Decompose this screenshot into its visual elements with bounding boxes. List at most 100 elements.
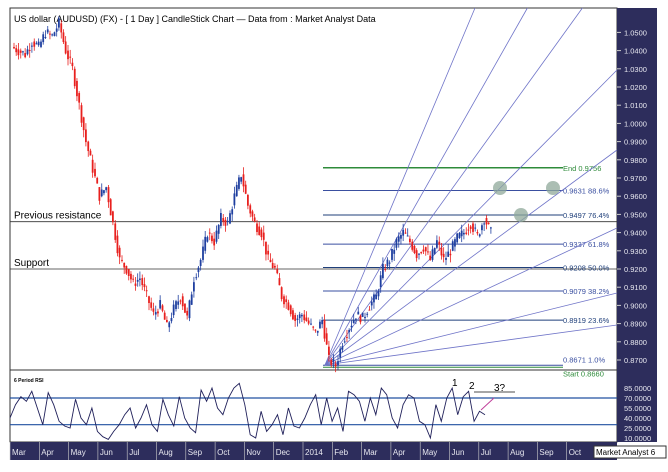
candle-body [220, 212, 222, 226]
candle-body [438, 241, 441, 245]
candle-body [458, 232, 461, 239]
candle-body [89, 150, 92, 156]
candle-body [35, 43, 38, 45]
candle-body [274, 265, 276, 268]
candle-body [64, 41, 67, 54]
candle-body [231, 209, 234, 215]
candle-body [325, 333, 328, 345]
price-tick-label: 1.0200 [624, 83, 647, 92]
candle-body [442, 253, 445, 258]
candle-body [132, 278, 135, 280]
candle-body [244, 184, 247, 194]
time-tick-label: Oct [569, 448, 582, 457]
candle-body [152, 308, 155, 312]
candle-body [31, 45, 33, 47]
candle-body [487, 222, 490, 224]
candle-body [481, 225, 483, 231]
candle-body [298, 314, 301, 319]
candle-body [233, 193, 236, 206]
candle-body [24, 53, 27, 58]
candle-body [382, 263, 384, 279]
candle-body [69, 56, 72, 58]
candle-body [483, 223, 486, 225]
rsi-line [9, 382, 486, 440]
candle-body [175, 301, 177, 310]
time-tick-label: Sep [539, 448, 554, 457]
candle-body [58, 18, 60, 28]
fan-line [324, 7, 476, 366]
candle-body [460, 230, 463, 237]
candle-body [55, 28, 58, 32]
time-tick-label: Aug [510, 448, 524, 457]
candle-body [148, 296, 150, 304]
candle-body [348, 329, 351, 333]
candle-body [328, 346, 330, 355]
candle-body [141, 278, 144, 286]
time-tick-label: Oct [217, 448, 230, 457]
candle-body [321, 319, 324, 325]
candle-body [105, 187, 108, 191]
candle-body [159, 300, 162, 309]
candle-body [112, 211, 114, 223]
candle-body [67, 50, 69, 60]
candle-body [53, 32, 56, 37]
time-tick-label: Dec [276, 448, 290, 457]
candle-body [424, 247, 427, 252]
candle-body [199, 259, 202, 266]
candle-body [411, 241, 414, 250]
candle-body [330, 360, 333, 365]
fan-line [324, 324, 618, 366]
candle-body [332, 359, 335, 362]
time-tick-label: Sep [188, 448, 203, 457]
rsi-tick-label: 85.0000 [624, 384, 651, 393]
candle-body [195, 277, 198, 279]
rsi-annotation-1: 1 [452, 378, 458, 389]
candle-body [260, 229, 263, 238]
intersection-circle [546, 181, 560, 195]
candle-body [40, 41, 42, 47]
candle-body [60, 23, 63, 33]
candle-body [211, 235, 213, 242]
price-tick-label: 1.0300 [624, 65, 647, 74]
candle-body [249, 205, 252, 214]
candle-body [436, 240, 438, 248]
candle-body [314, 329, 317, 331]
candle-body [251, 211, 254, 217]
candle-body [163, 312, 166, 320]
candle-body [316, 330, 319, 333]
candle-body [388, 262, 391, 264]
candle-body [456, 233, 459, 243]
candle-body [478, 234, 481, 237]
candle-body [166, 319, 168, 323]
candle-body [287, 302, 290, 310]
candle-body [404, 232, 407, 234]
candle-body [310, 323, 312, 325]
candle-body [177, 301, 180, 305]
rsi-tick-label: 25.0000 [624, 424, 651, 433]
candle-body [247, 194, 249, 206]
candle-body [341, 346, 344, 350]
candle-body [100, 189, 103, 197]
price-tick-label: 0.8800 [624, 338, 647, 347]
price-tick-label: 0.9200 [624, 265, 647, 274]
candle-body [350, 325, 353, 328]
rsi-plot-area [9, 369, 618, 443]
candle-body [184, 303, 186, 313]
candle-body [276, 269, 279, 274]
candle-body [179, 300, 182, 302]
candle-body [226, 220, 229, 222]
candle-body [472, 223, 474, 232]
horizontal-line-label: Previous resistance [14, 211, 102, 222]
price-tick-label: 1.0000 [624, 119, 647, 128]
main-plot-area [9, 7, 618, 371]
candle-body [114, 223, 117, 240]
price-tick-label: 1.0100 [624, 101, 647, 110]
candle-body [343, 341, 346, 343]
fib-level-label: 0.9631 88.6% [563, 187, 610, 196]
candle-body [352, 319, 355, 323]
candle-body [26, 49, 29, 55]
candle-body [339, 348, 342, 358]
fib-level-label: 0.9079 38.2% [563, 287, 610, 296]
candle-body [292, 310, 294, 320]
candle-body [406, 235, 409, 237]
